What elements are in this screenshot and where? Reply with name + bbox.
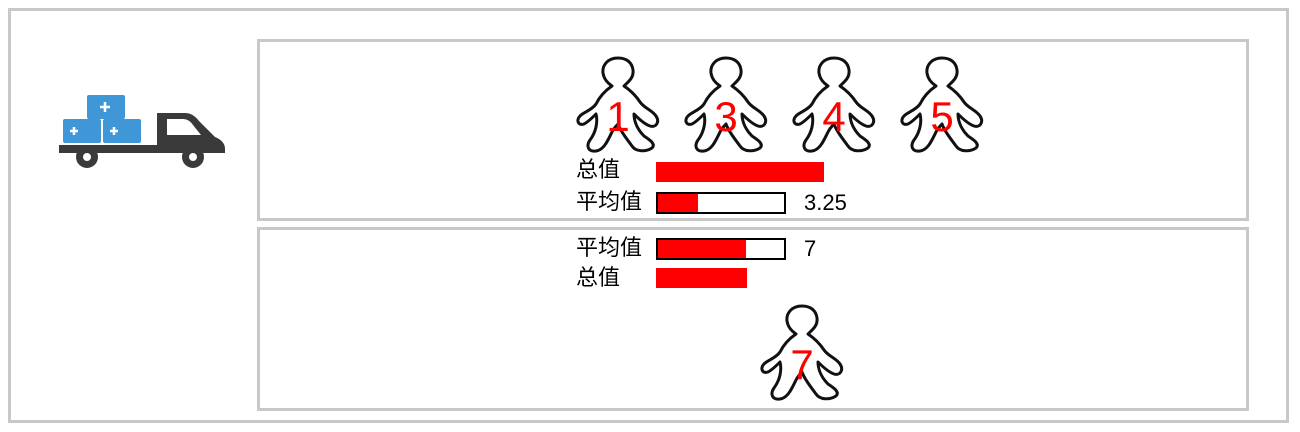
average-value: 7: [804, 236, 817, 261]
average-bar-fill: [658, 194, 699, 212]
total-label: 总值: [576, 266, 621, 291]
average-value: 3.25: [804, 190, 847, 215]
person-number: 7: [790, 341, 814, 388]
average-label: 平均值: [576, 236, 643, 261]
person-icon: [576, 56, 660, 153]
average-bar-fill: [658, 240, 747, 258]
person-figure: 4: [786, 52, 882, 156]
average-label: 平均值: [576, 190, 643, 215]
dashboard-frame: 1 3 4 5 总值 平均值 3.25 平均值: [8, 8, 1289, 423]
average-bar: [656, 238, 786, 260]
person-number: 3: [714, 93, 738, 140]
total-bar: [656, 268, 747, 288]
person-icon: [684, 56, 768, 153]
total-label: 总值: [576, 158, 621, 183]
person-icon: [792, 56, 876, 153]
person-figure: 3: [678, 52, 774, 156]
person-number: 5: [930, 93, 954, 140]
top-panel: 1 3 4 5 总值 平均值 3.25: [257, 39, 1249, 221]
bottom-panel: 平均值 7 总值 7: [257, 227, 1249, 411]
person-figure: 1: [570, 52, 666, 156]
person-icon: [760, 304, 844, 401]
person-icon: [900, 56, 984, 153]
person-figure: 5: [894, 52, 990, 156]
average-bar: [656, 192, 786, 214]
delivery-truck-icon: [59, 91, 227, 171]
person-figure: 7: [754, 300, 850, 404]
person-number: 4: [822, 93, 846, 140]
person-number: 1: [606, 93, 630, 140]
total-bar: [656, 162, 824, 182]
